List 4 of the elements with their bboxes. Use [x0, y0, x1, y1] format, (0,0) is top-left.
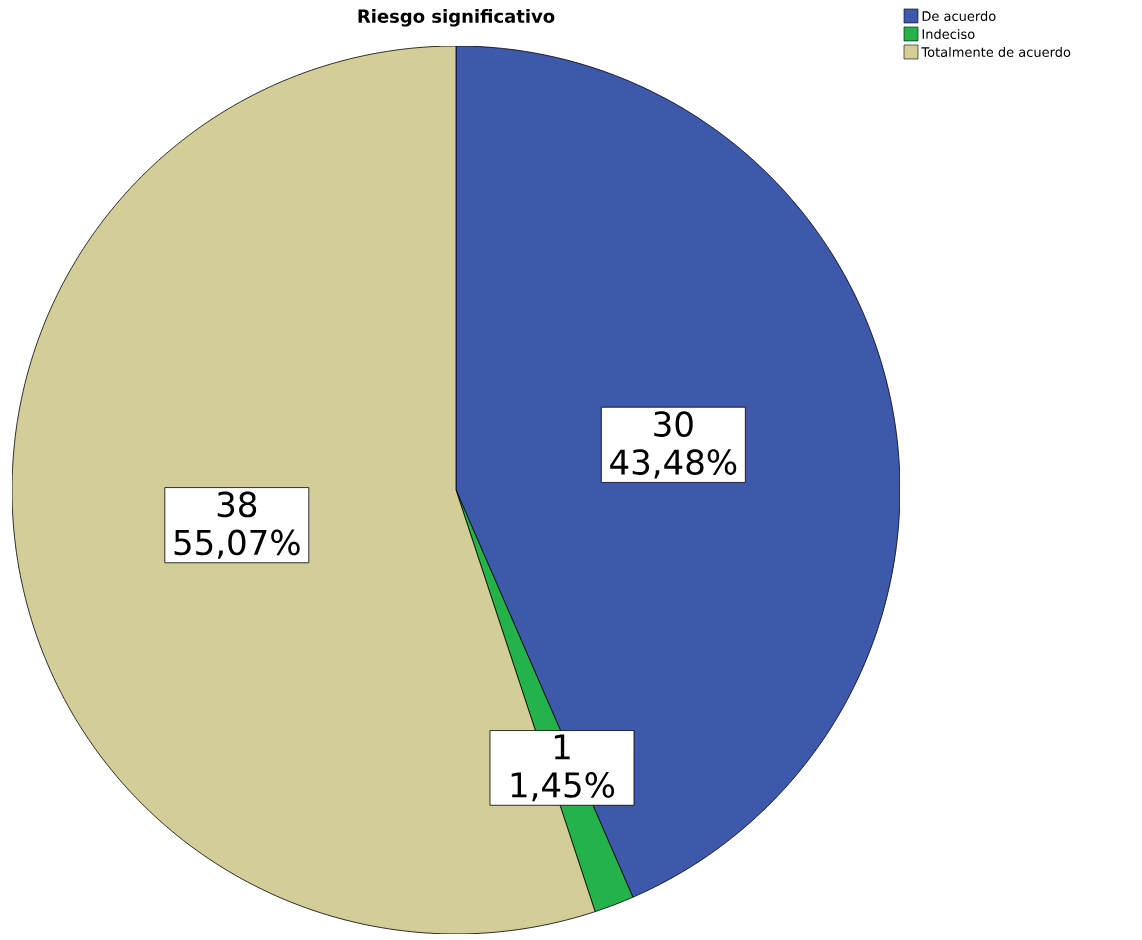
chart-title: Riesgo significativo — [358, 9, 555, 27]
data-label: 1 1,45% — [511, 734, 615, 802]
data-label: 30 43,48% — [610, 411, 737, 479]
data-label: 38 55,07% — [174, 491, 300, 559]
